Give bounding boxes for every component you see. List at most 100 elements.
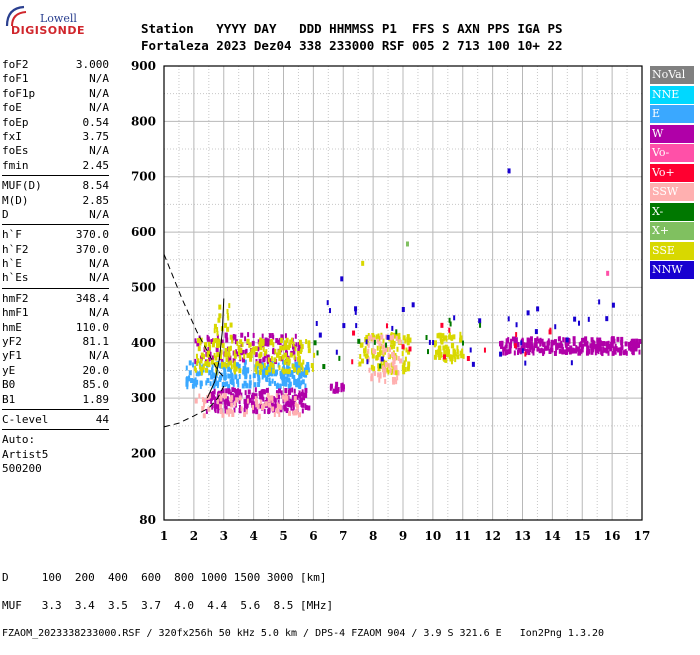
param-name: M(D) [2,193,29,207]
echo-point [527,339,530,345]
echo-point [289,388,292,394]
echo-point [520,348,523,354]
echo-point [302,359,305,365]
echo-point [440,322,444,328]
trace-dashed-lower [163,385,225,428]
echo-point [194,358,197,364]
echo-point [573,348,577,354]
echo-point [393,365,397,371]
echo-point [240,392,243,398]
echo-point [478,318,482,324]
echo-point [539,337,542,343]
echo-point [515,337,518,343]
echo-point [266,354,270,360]
echo-point [225,398,229,404]
echo-point [269,358,272,364]
echo-point [284,388,288,394]
y-tick-label: 300 [131,391,156,405]
echo-point [402,369,406,375]
echo-point [379,363,382,369]
echo-point [302,392,306,398]
param-value: 85.0 [82,378,110,392]
echo-point [612,346,615,352]
echo-point [245,402,249,408]
echo-point [294,333,297,339]
echo-point [354,306,358,312]
echo-point [237,382,240,388]
echo-point [358,361,362,367]
echo-point [363,351,366,357]
echo-point [210,359,214,365]
echo-point [270,338,274,344]
echo-point [499,351,503,357]
echo-point [432,340,435,346]
echo-point [304,383,307,389]
echo-point [206,397,209,403]
param-row-hmF1: hmF1 N/A [2,306,109,320]
param-name: foEs [2,144,29,158]
echo-point [254,387,257,393]
param-name: fxI [2,129,22,143]
echo-point [235,362,239,368]
echo-point [558,348,562,354]
echo-point [445,336,448,342]
echo-point [558,336,561,342]
echo-point [513,350,516,356]
echo-point [227,373,230,379]
param-separator [2,287,109,289]
echo-point [469,347,472,353]
echo-point [257,346,260,352]
echo-point [537,338,540,344]
x-tick-label: 14 [544,529,561,543]
param-value: 20.0 [82,363,110,377]
echo-point [221,382,224,388]
echo-point [367,342,370,348]
param-value: N/A [89,349,109,363]
echo-point [216,352,220,358]
echo-point [388,363,391,369]
y-tick-label: 900 [131,59,156,73]
echo-point [235,397,239,403]
x-tick-label: 9 [399,529,407,543]
echo-point [289,339,293,345]
echo-point [395,329,398,335]
echo-point [586,346,589,352]
echo-point [220,339,224,345]
echo-point [483,347,486,353]
param-value: 2.85 [82,193,110,207]
echo-point [510,338,513,344]
legend-nne: NNE [650,85,694,104]
echo-point [277,394,281,400]
legend-e: E [650,105,694,123]
echo-point [277,351,280,357]
echo-point [384,362,388,368]
echo-point [342,323,346,329]
echo-point [220,363,223,369]
echo-point [241,357,245,363]
echo-point [558,342,562,348]
echo-point [283,352,287,358]
echo-point [199,366,203,372]
echo-point [366,340,369,346]
header-label-6: FFS [411,21,443,36]
echo-point [262,346,265,352]
echo-point [241,341,244,347]
echo-point [284,333,287,339]
param-name: h`F [2,228,22,242]
echo-point [246,338,249,344]
echo-point [210,374,214,380]
echo-point [351,359,354,365]
echo-point [211,341,214,347]
echo-point [265,387,269,393]
echo-point [395,336,398,342]
echo-point [229,408,232,414]
echo-point [255,402,259,408]
footer: D 100 200 400 600 800 1000 1500 3000 [km… [2,557,604,655]
echo-point [535,342,538,348]
echo-point [396,375,399,381]
echo-point [277,339,280,345]
echo-point [385,345,388,351]
x-tick-label: 11 [454,529,471,543]
echo-point [524,360,527,366]
echo-point [311,366,314,372]
